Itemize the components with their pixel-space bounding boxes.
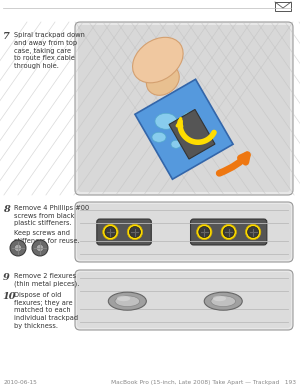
Circle shape [130,227,140,237]
Ellipse shape [183,112,195,122]
Circle shape [36,244,43,251]
Ellipse shape [152,132,166,142]
Ellipse shape [117,296,130,301]
Circle shape [103,224,118,240]
Text: 7: 7 [3,32,10,41]
Text: Dispose of old
flexures; they are
matched to each
individual trackpad
by thickne: Dispose of old flexures; they are matche… [14,292,78,329]
Ellipse shape [211,296,236,307]
Ellipse shape [204,292,242,310]
FancyBboxPatch shape [75,202,293,262]
Text: MacBook Pro (15-inch, Late 2008) Take Apart — Trackpad   193: MacBook Pro (15-inch, Late 2008) Take Ap… [111,380,296,385]
Circle shape [248,227,259,237]
FancyBboxPatch shape [190,219,267,245]
Circle shape [223,227,234,237]
Ellipse shape [108,292,146,310]
Polygon shape [169,109,215,159]
Ellipse shape [146,65,179,95]
Text: Remove 2 flexures
(thin metal pieces).: Remove 2 flexures (thin metal pieces). [14,273,80,287]
Circle shape [245,224,261,240]
Circle shape [221,224,236,240]
FancyBboxPatch shape [77,272,291,328]
Circle shape [105,227,116,237]
Circle shape [10,240,26,256]
Ellipse shape [115,296,140,307]
Circle shape [14,244,22,251]
Ellipse shape [213,296,226,301]
FancyBboxPatch shape [77,204,291,260]
Circle shape [196,224,212,240]
Text: 9: 9 [3,273,10,282]
FancyBboxPatch shape [275,2,291,11]
Ellipse shape [155,113,177,129]
FancyBboxPatch shape [75,22,293,195]
Ellipse shape [133,37,183,83]
Circle shape [32,240,48,256]
Text: 8: 8 [3,205,10,214]
Text: Keep screws and
stiffeners for reuse.: Keep screws and stiffeners for reuse. [14,230,80,244]
Circle shape [127,224,143,240]
FancyBboxPatch shape [97,219,151,245]
Text: 2010-06-15: 2010-06-15 [4,380,38,385]
Polygon shape [135,79,233,179]
FancyBboxPatch shape [78,25,290,192]
FancyBboxPatch shape [75,270,293,330]
Circle shape [199,227,210,237]
Ellipse shape [171,140,181,148]
Text: Remove 4 Phillips #00
screws from black
plastic stiffeners.: Remove 4 Phillips #00 screws from black … [14,205,89,227]
Text: Spiral trackpad down
and away from top
case, taking care
to route flex cable
thr: Spiral trackpad down and away from top c… [14,32,85,69]
Text: 10: 10 [2,292,16,301]
